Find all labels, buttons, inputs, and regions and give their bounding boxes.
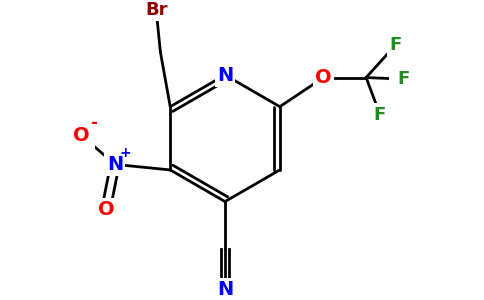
Text: N: N: [107, 155, 123, 174]
Text: O: O: [315, 68, 332, 87]
Text: F: F: [397, 70, 409, 88]
Text: O: O: [98, 200, 114, 219]
Text: F: F: [374, 106, 386, 124]
Text: N: N: [217, 280, 233, 299]
Text: -: -: [90, 114, 97, 132]
Text: +: +: [120, 146, 132, 160]
Text: Br: Br: [145, 1, 167, 19]
Text: O: O: [73, 126, 90, 145]
Text: F: F: [389, 36, 402, 54]
Text: N: N: [217, 65, 233, 85]
